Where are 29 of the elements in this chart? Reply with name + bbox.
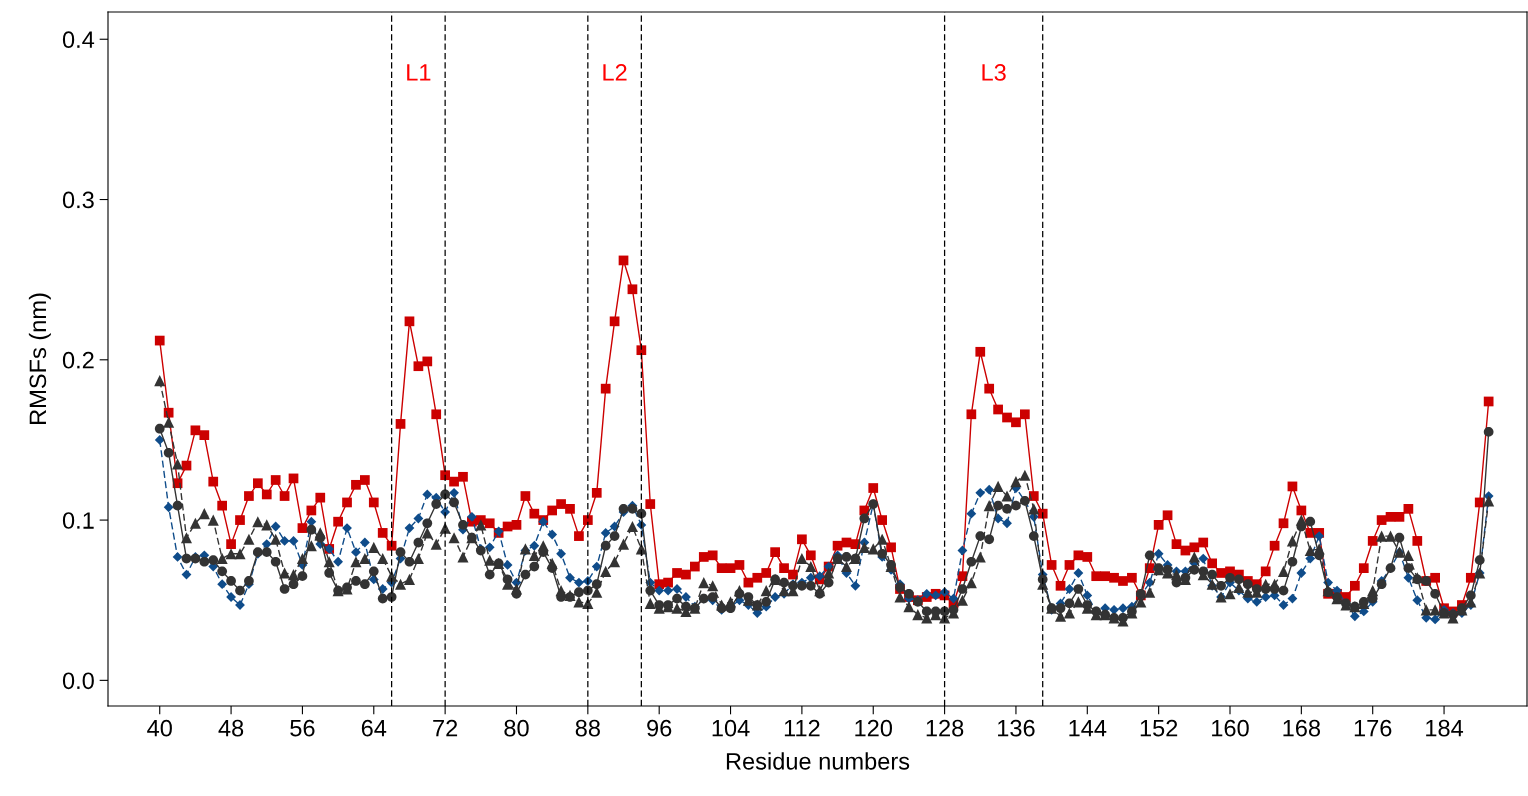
x-tick-label: 152 bbox=[1140, 719, 1178, 737]
x-tick-label: 40 bbox=[147, 719, 172, 737]
y-axis-title: RMSFs (nm) bbox=[28, 293, 51, 424]
x-tick-label: 112 bbox=[784, 719, 820, 737]
y-tick-label: 0.0 bbox=[62, 672, 94, 690]
x-tick-label: 48 bbox=[218, 719, 244, 737]
y-tick-label: 0.2 bbox=[62, 351, 94, 369]
x-tick-label: 80 bbox=[504, 719, 529, 737]
x-tick-label: 176 bbox=[1354, 719, 1392, 737]
x-tick-label: 144 bbox=[1069, 720, 1107, 737]
x-tick-label: 88 bbox=[575, 719, 600, 737]
annotation: L2 bbox=[603, 64, 627, 81]
x-tick-label: 136 bbox=[998, 719, 1035, 737]
annotation: L3 bbox=[982, 64, 1006, 81]
x-tick-label: 56 bbox=[290, 719, 315, 737]
y-tick-label: 0.3 bbox=[62, 191, 94, 209]
x-tick-label: 168 bbox=[1283, 719, 1321, 737]
x-tick-label: 64 bbox=[361, 719, 387, 737]
x-axis-title: Residue numbers bbox=[726, 752, 910, 770]
annotation: L1 bbox=[407, 64, 431, 81]
y-tick-label: 0.4 bbox=[62, 31, 95, 49]
y-tick-label: 0.1 bbox=[62, 512, 94, 529]
x-tick-label: 120 bbox=[855, 719, 893, 737]
x-tick-label: 72 bbox=[433, 719, 458, 737]
x-tick-label: 96 bbox=[647, 719, 672, 737]
x-tick-label: 184 bbox=[1426, 719, 1464, 737]
x-tick-label: 128 bbox=[926, 719, 964, 737]
x-tick-label: 104 bbox=[712, 719, 750, 737]
x-tick-label: 160 bbox=[1212, 719, 1249, 737]
